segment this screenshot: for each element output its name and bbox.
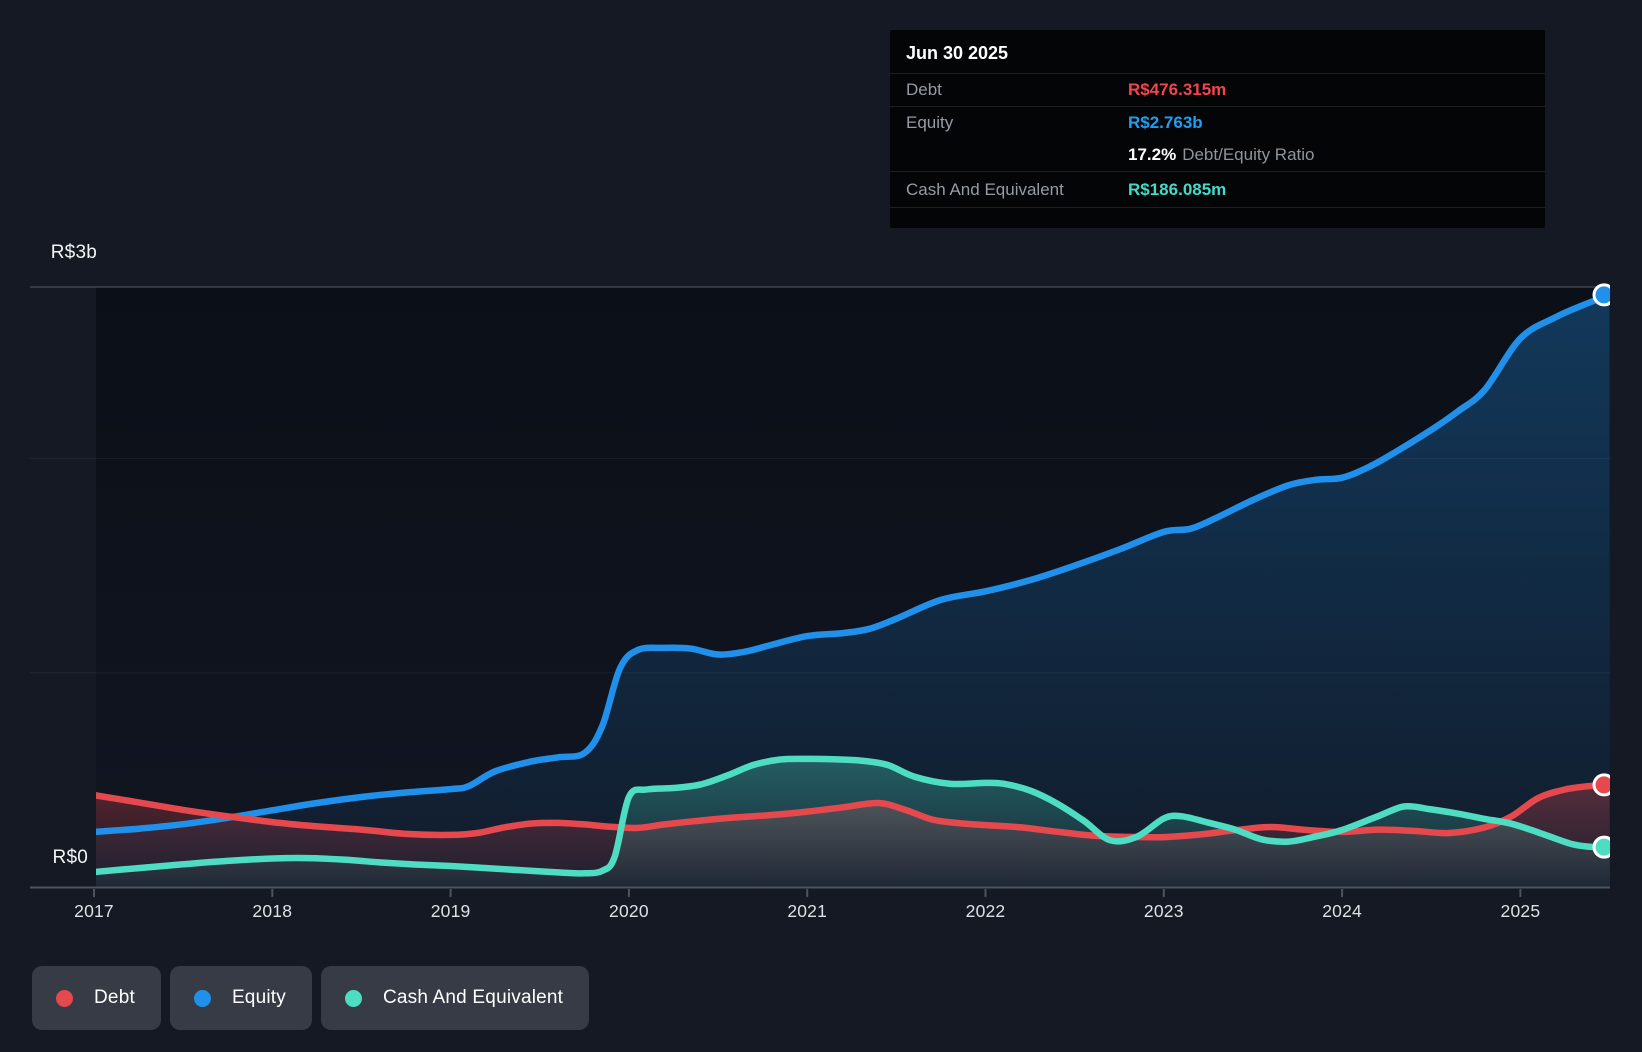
legend-label-debt: Debt	[94, 987, 135, 1008]
legend-item-cash[interactable]: Cash And Equivalent	[320, 966, 590, 1030]
tooltip-debt-value: R$476.315m	[1128, 80, 1227, 99]
tooltip-equity-label: Equity	[906, 113, 954, 132]
tooltip-ratio-row: 17.2% Debt/Equity Ratio	[890, 139, 1545, 171]
tooltip-divider	[890, 106, 1545, 107]
legend-label-cash: Cash And Equivalent	[382, 987, 564, 1008]
equity-area	[96, 294, 1610, 887]
chart-legend: Debt Equity Cash And Equivalent	[32, 966, 590, 1030]
equity-legend-dot-icon	[193, 989, 211, 1007]
debt-legend-dot-icon	[56, 989, 73, 1007]
tooltip-equity-value: R$2.763b	[1128, 113, 1203, 132]
cash-and-equivalent-line	[96, 755, 1610, 877]
debt-line	[96, 781, 1610, 841]
tooltip-divider	[890, 73, 1545, 74]
debt-equity-ratio-label: Debt/Equity Ratio	[1182, 145, 1315, 164]
debt-equity-ratio-value: 17.2%	[1128, 145, 1177, 164]
y-axis-label-zero: R$0	[52, 847, 88, 868]
equity-endpoint-dot	[1592, 283, 1610, 307]
tooltip-debt-label: Debt	[906, 80, 942, 99]
cash-and-equivalent-area	[96, 758, 1610, 887]
tooltip-divider	[890, 171, 1545, 172]
tooltip-cash-label: Cash And Equivalent	[906, 179, 1064, 199]
cash-and-equivalent-endpoint-dot	[1592, 835, 1610, 859]
chart-tooltip: Jun 30 2025 Debt R$476.315m Equity R$2.7…	[890, 30, 1545, 228]
legend-item-equity[interactable]: Equity	[169, 966, 312, 1030]
y-axis-label-max: R$3b	[50, 242, 97, 263]
tooltip-date: Jun 30 2025	[906, 43, 1009, 63]
legend-label-equity: Equity	[231, 987, 286, 1008]
tooltip-cash-value: R$186.085m	[1128, 179, 1227, 199]
tooltip-debt-row: Debt R$476.315m	[890, 74, 1545, 106]
cash-legend-dot-icon	[344, 989, 362, 1007]
tooltip-equity-row: Equity R$2.763b	[890, 107, 1545, 139]
equity-line	[96, 291, 1610, 836]
tooltip-divider	[890, 207, 1545, 208]
debt-endpoint-dot	[1592, 773, 1610, 797]
tooltip-cash-row: Cash And Equivalent R$186.085m	[890, 172, 1545, 207]
legend-item-debt[interactable]: Debt	[32, 966, 161, 1030]
